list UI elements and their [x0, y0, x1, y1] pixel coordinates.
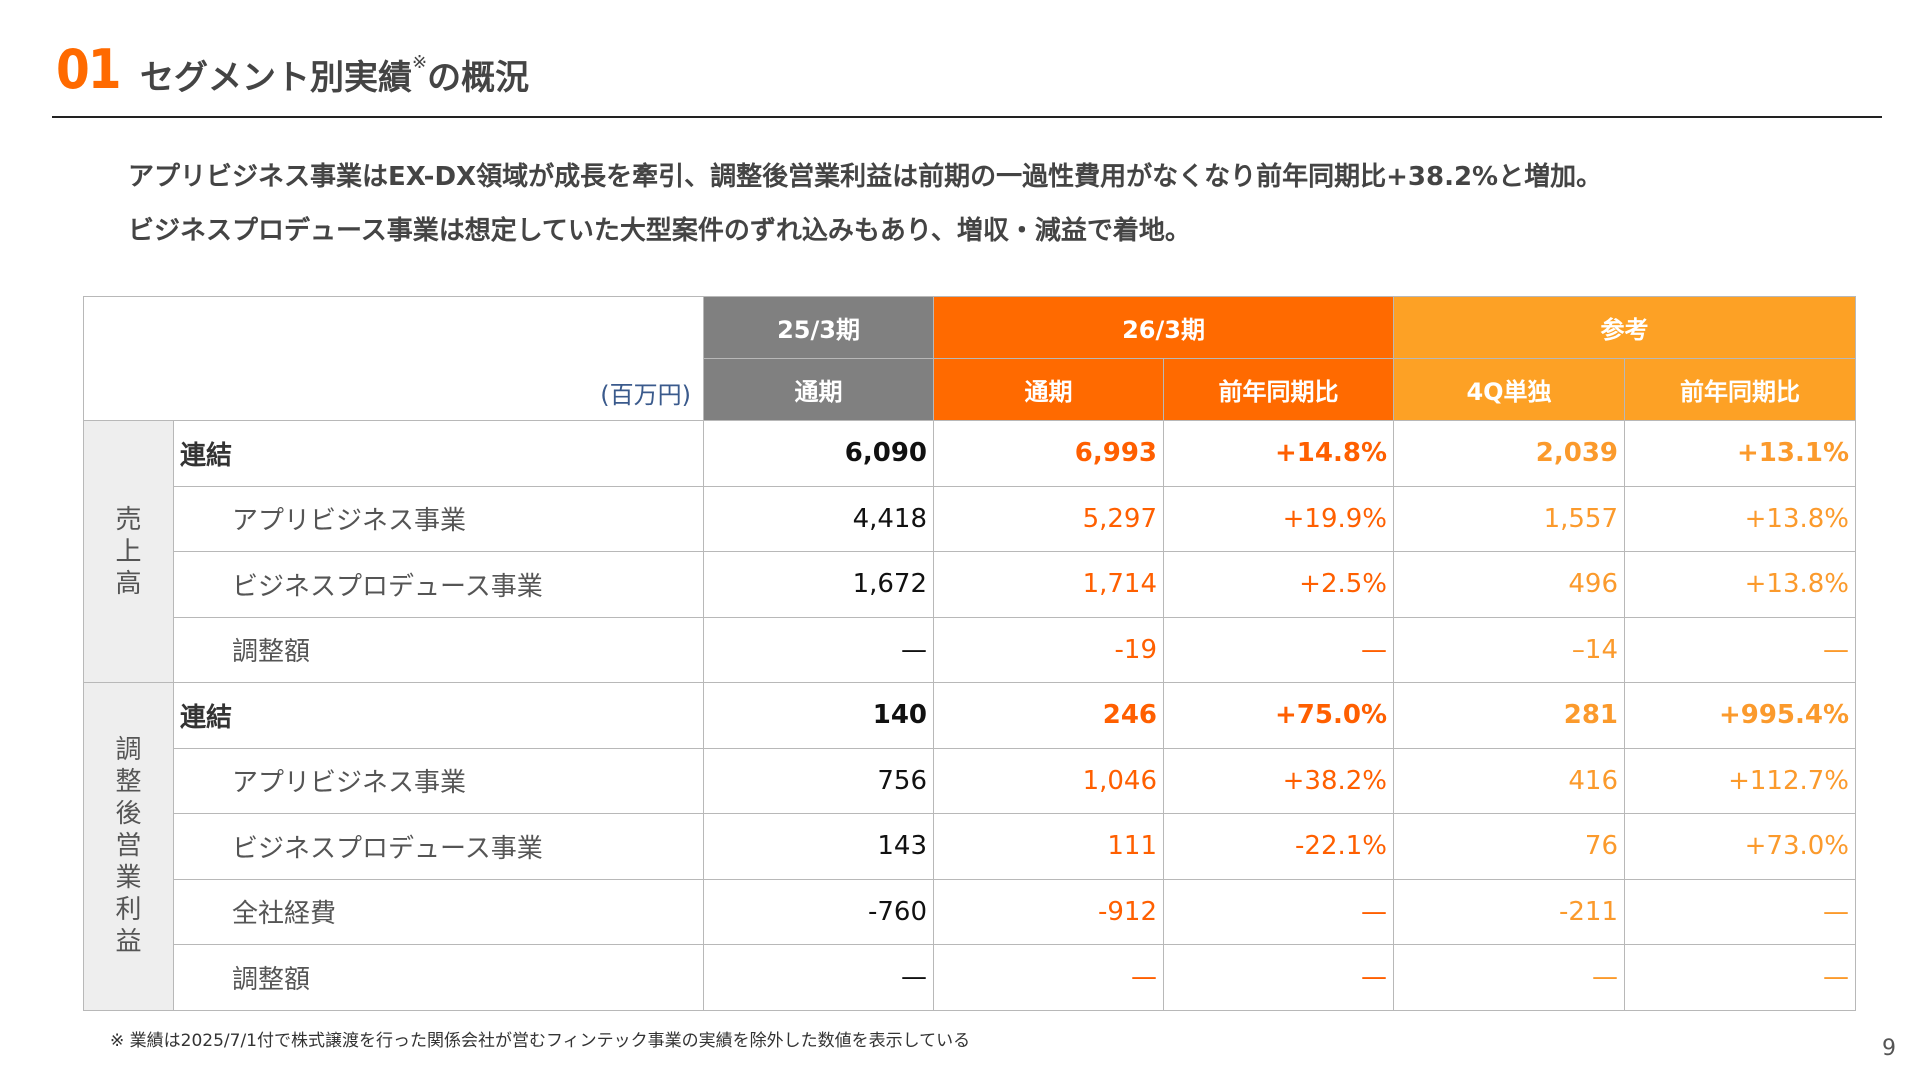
- value-q4: —: [1393, 944, 1626, 1011]
- value-fy25: 143: [703, 813, 935, 880]
- header-fy25: 25/3期: [703, 296, 935, 359]
- value-fy26: 111: [933, 813, 1165, 880]
- header-fy26: 26/3期: [933, 296, 1395, 359]
- value-fy26: 1,046: [933, 747, 1165, 814]
- section-label-char: 整: [115, 767, 142, 798]
- section-label-char: 営: [115, 831, 142, 862]
- value-q4-yoy: +112.7%: [1624, 747, 1857, 814]
- subheader-fy25-full: 通期: [703, 358, 935, 421]
- value-q4: -211: [1393, 878, 1626, 945]
- section-label-char: 後: [115, 799, 142, 830]
- value-q4-yoy: —: [1624, 616, 1857, 683]
- row-label: ビジネスプロデュース事業: [172, 813, 705, 880]
- page-title-text: セグメント別実績: [140, 58, 412, 98]
- value-q4: 76: [1393, 813, 1626, 880]
- value-fy25: 4,418: [703, 485, 935, 552]
- value-fy25: 6,090: [703, 420, 935, 487]
- section-label-char: 調: [115, 735, 142, 766]
- segment-results-table: (百万円) 25/3期 26/3期 参考 通期 通期 前年同期比 4Q単独 前年…: [82, 296, 1857, 1011]
- subheader-q4-single: 4Q単独: [1393, 358, 1626, 421]
- lead-line-2: ビジネスプロデュース事業は想定していた大型案件のずれ込みもあり、増収・減益で着地…: [128, 216, 1191, 246]
- row-label: 連結: [172, 420, 705, 487]
- row-label: 連結: [172, 682, 705, 749]
- value-fy26-yoy: +14.8%: [1163, 420, 1395, 487]
- table-row: 売上高連結 6,090 6,993 +14.8% 2,039 +13.1%: [83, 420, 1857, 683]
- section-label-char: 売: [115, 504, 142, 535]
- section-label: 売上高: [83, 420, 174, 683]
- value-fy25: 756: [703, 747, 935, 814]
- value-q4: 2,039: [1393, 420, 1626, 487]
- value-fy25: —: [703, 944, 935, 1011]
- value-q4-yoy: —: [1624, 878, 1857, 945]
- value-fy26: 6,993: [933, 420, 1165, 487]
- title-footnote-mark: ※: [412, 52, 428, 73]
- value-fy26-yoy: —: [1163, 616, 1395, 683]
- table-row: 調整後営業利益連結 140 246 +75.0% 281 +995.4%: [83, 682, 1857, 1011]
- value-fy26: —: [933, 944, 1165, 1011]
- page-title: セグメント別実績※の概況: [140, 50, 529, 99]
- value-fy26: 246: [933, 682, 1165, 749]
- table-row: 全社経費 -760 -912— -211—: [84, 878, 1857, 945]
- page-title-suffix: の概況: [427, 58, 530, 98]
- value-fy26: 5,297: [933, 485, 1165, 552]
- value-fy26: -912: [933, 878, 1165, 945]
- row-label: 調整額: [172, 944, 705, 1011]
- value-fy26-yoy: —: [1163, 944, 1395, 1011]
- value-fy26-yoy: +2.5%: [1163, 551, 1395, 618]
- section-label: 調整後営業利益: [83, 682, 174, 1011]
- table-row: 調整額 — — — — —: [84, 944, 1857, 1011]
- value-q4-yoy: +13.1%: [1624, 420, 1857, 487]
- slide-header: 01 セグメント別実績※の概況: [52, 38, 1882, 118]
- section-label-char: 利: [115, 895, 142, 926]
- section-label-char: 益: [115, 927, 142, 958]
- section-label-char: 上: [115, 536, 142, 567]
- value-fy25: 1,672: [703, 551, 935, 618]
- table-row: ビジネスプロデュース事業 143 111 -22.1% 76 +73.0%: [84, 813, 1857, 880]
- table-row: 調整額 — -19— –14—: [84, 616, 1857, 683]
- value-q4: 416: [1393, 747, 1626, 814]
- value-fy26: 1,714: [933, 551, 1165, 618]
- value-q4: 281: [1393, 682, 1626, 749]
- row-label: ビジネスプロデュース事業: [172, 551, 705, 618]
- table-row: ビジネスプロデュース事業 1,672 1,714 +2.5% 496 +13.8%: [84, 551, 1857, 618]
- row-label: アプリビジネス事業: [172, 747, 705, 814]
- footnote: ※ 業績は2025/7/1付で株式譲渡を行った関係会社が営むフィンテック事業の実…: [110, 1031, 971, 1051]
- table-row: アプリビジネス事業 756 1,046 +38.2% 416 +112.7%: [84, 747, 1857, 814]
- subheader-fy26-yoy: 前年同期比: [1163, 358, 1395, 421]
- header-reference: 参考: [1393, 296, 1857, 359]
- row-label: 全社経費: [172, 878, 705, 945]
- value-fy25: 140: [703, 682, 935, 749]
- section-label-char: 高: [115, 568, 142, 599]
- value-fy26-yoy: +38.2%: [1163, 747, 1395, 814]
- value-fy26: -19: [933, 616, 1165, 683]
- section-number: 01: [56, 38, 122, 101]
- row-label: 調整額: [172, 616, 705, 683]
- value-fy25: -760: [703, 878, 935, 945]
- value-q4-yoy: +73.0%: [1624, 813, 1857, 880]
- value-q4-yoy: +13.8%: [1624, 485, 1857, 552]
- value-fy26-yoy: -22.1%: [1163, 813, 1395, 880]
- value-fy26-yoy: +19.9%: [1163, 485, 1395, 552]
- section-label-char: 業: [115, 863, 142, 894]
- value-q4: –14: [1393, 616, 1626, 683]
- value-q4-yoy: +13.8%: [1624, 551, 1857, 618]
- value-q4: 496: [1393, 551, 1626, 618]
- lead-line-1: アプリビジネス事業はEX-DX領域が成長を牽引、調整後営業利益は前期の一過性費用…: [128, 162, 1603, 192]
- value-q4-yoy: +995.4%: [1624, 682, 1857, 749]
- subheader-q4-yoy: 前年同期比: [1624, 358, 1857, 421]
- value-fy25: —: [703, 616, 935, 683]
- lead-text: アプリビジネス事業はEX-DX領域が成長を牽引、調整後営業利益は前期の一過性費用…: [128, 150, 1602, 258]
- value-fy26-yoy: +75.0%: [1163, 682, 1395, 749]
- unit-label: (百万円): [82, 296, 705, 421]
- value-q4: 1,557: [1393, 485, 1626, 552]
- row-label: アプリビジネス事業: [172, 485, 705, 552]
- value-q4-yoy: —: [1624, 944, 1857, 1011]
- page-number: 9: [1882, 1036, 1896, 1061]
- subheader-fy26-full: 通期: [933, 358, 1165, 421]
- table-row: アプリビジネス事業 4,418 5,297 +19.9% 1,557 +13.8%: [84, 485, 1857, 552]
- value-fy26-yoy: —: [1163, 878, 1395, 945]
